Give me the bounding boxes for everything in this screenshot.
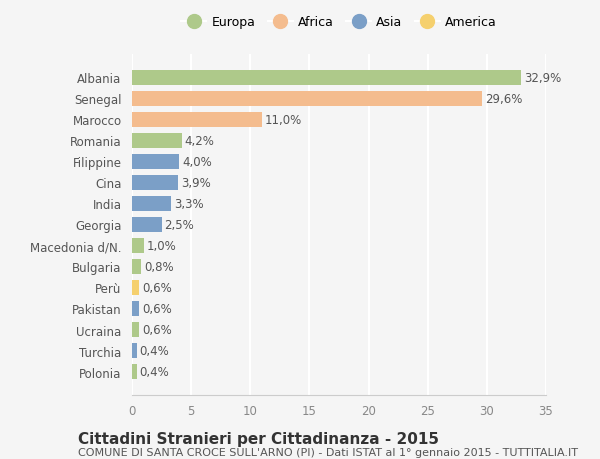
Bar [132,280,139,296]
Text: 0,6%: 0,6% [142,302,172,315]
Bar [132,154,179,169]
Text: 3,3%: 3,3% [174,197,203,210]
Text: 4,0%: 4,0% [182,156,212,168]
Text: 3,9%: 3,9% [181,176,211,190]
Bar [132,301,139,316]
Text: 2,5%: 2,5% [164,218,194,231]
Bar [132,175,178,190]
Legend: Europa, Africa, Asia, America: Europa, Africa, Asia, America [179,14,499,32]
Text: 0,4%: 0,4% [140,365,169,378]
Text: 4,2%: 4,2% [185,134,215,147]
Text: 32,9%: 32,9% [524,72,562,84]
Text: 0,6%: 0,6% [142,281,172,294]
Bar [132,259,142,274]
Text: 29,6%: 29,6% [485,93,523,106]
Bar [132,91,482,106]
Bar [132,238,144,253]
Bar [132,343,137,358]
Bar [132,112,262,128]
Text: COMUNE DI SANTA CROCE SULL'ARNO (PI) - Dati ISTAT al 1° gennaio 2015 - TUTTITALI: COMUNE DI SANTA CROCE SULL'ARNO (PI) - D… [78,448,578,458]
Text: 0,6%: 0,6% [142,323,172,336]
Bar [132,134,182,149]
Text: 11,0%: 11,0% [265,113,302,127]
Bar [132,322,139,337]
Text: 0,8%: 0,8% [145,260,174,274]
Text: 0,4%: 0,4% [140,344,169,357]
Bar [132,71,521,86]
Text: Cittadini Stranieri per Cittadinanza - 2015: Cittadini Stranieri per Cittadinanza - 2… [78,431,439,447]
Bar [132,196,171,212]
Bar [132,364,137,379]
Bar [132,218,161,232]
Text: 1,0%: 1,0% [147,240,176,252]
